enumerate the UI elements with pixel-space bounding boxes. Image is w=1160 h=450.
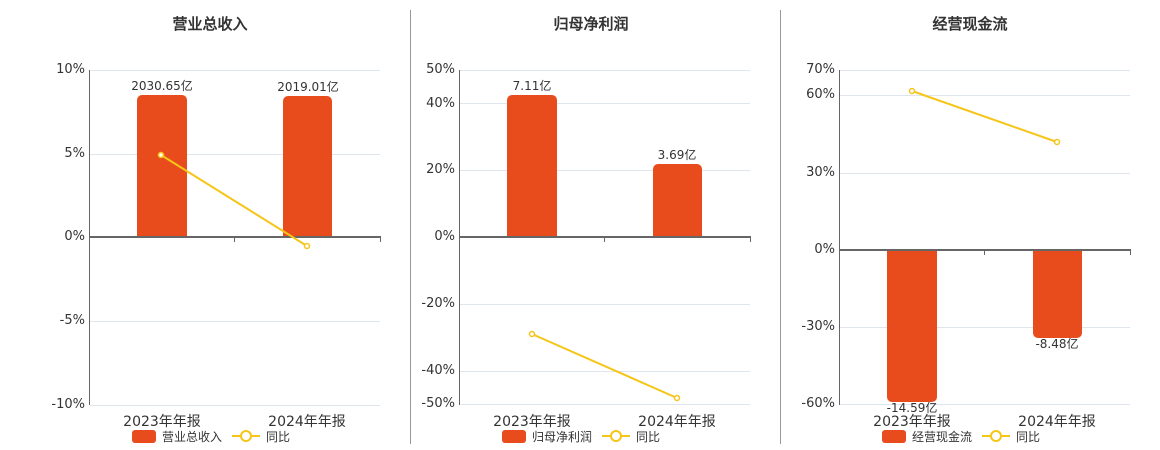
yoy-line-cash-flow: [908, 87, 1061, 146]
legend-line-label[interactable]: 同比: [636, 429, 661, 444]
legend-line-label[interactable]: 同比: [1016, 429, 1041, 444]
gridline: [840, 404, 1130, 405]
x-category-label: 2023年年报: [493, 414, 571, 430]
x-category-label: 2024年年报: [268, 414, 346, 430]
bar-value-label: -8.48亿: [1035, 337, 1079, 351]
bar-2023[interactable]: [507, 95, 557, 237]
yoy-point[interactable]: [1053, 138, 1061, 146]
y-tick-label: 60%: [806, 87, 835, 102]
yoy-point[interactable]: [303, 242, 311, 250]
legend-bar-label[interactable]: 归母净利润: [532, 429, 593, 444]
y-tick-label: -10%: [51, 397, 85, 412]
gridline: [840, 70, 1130, 71]
y-axis: [839, 70, 840, 405]
x-tick: [1130, 250, 1131, 255]
gridline: [460, 70, 750, 71]
x-tick: [234, 237, 235, 242]
y-tick-label: -20%: [421, 296, 455, 311]
yoy-point[interactable]: [157, 151, 165, 159]
y-tick-label: -5%: [59, 313, 85, 328]
bar-2024[interactable]: [653, 164, 702, 237]
chart-panel-operating-cash-flow: 经营现金流 70% 60% 30% 0% -30% -60% -14.59亿 -…: [781, 0, 1160, 450]
panel-divider: [780, 10, 781, 444]
legend-line-icon[interactable]: [232, 429, 261, 443]
chart-panel-net-profit: 归母净利润 50% 40% 20% 0% -20% -40% -50% 7.11…: [411, 0, 780, 450]
bar-value-label: 7.11亿: [512, 79, 552, 93]
bar-value-label: 3.69亿: [657, 148, 697, 162]
y-tick-label: -40%: [421, 363, 455, 378]
y-tick-label: 30%: [806, 165, 835, 180]
x-tick: [984, 250, 985, 255]
legend: 营业总收入 同比: [132, 428, 290, 444]
y-tick-label: 10%: [56, 62, 85, 77]
bar-2024[interactable]: [283, 96, 332, 237]
legend: 经营现金流 同比: [882, 428, 1040, 444]
legend: 归母净利润 同比: [502, 428, 660, 444]
yoy-point[interactable]: [908, 87, 916, 95]
y-tick-label: 40%: [426, 96, 455, 111]
gridline: [840, 173, 1130, 174]
x-category-label: 2023年年报: [123, 414, 201, 430]
chart-title: 归母净利润: [553, 15, 629, 33]
legend-line-label[interactable]: 同比: [266, 429, 291, 444]
x-tick: [380, 237, 381, 242]
y-tick-label: 20%: [426, 162, 455, 177]
x-category-label: 2024年年报: [638, 414, 716, 430]
gridline: [460, 404, 750, 405]
chart-title: 经营现金流: [932, 15, 1008, 33]
y-tick-label: -60%: [801, 396, 835, 411]
y-tick-label: -50%: [421, 396, 455, 411]
x-axis-zero-line: [459, 236, 751, 238]
gridline: [90, 70, 380, 71]
x-axis-zero-line: [839, 249, 1131, 251]
legend-bar-swatch[interactable]: [132, 429, 156, 443]
y-tick-label: -30%: [801, 319, 835, 334]
legend-line-icon[interactable]: [602, 429, 631, 443]
legend-bar-label[interactable]: 经营现金流: [912, 429, 973, 444]
gridline: [90, 321, 380, 322]
bar-value-label: -14.59亿: [886, 401, 938, 415]
x-category-label: 2023年年报: [873, 414, 951, 430]
legend-bar-label[interactable]: 营业总收入: [162, 429, 223, 444]
y-tick-label: 0%: [64, 229, 85, 244]
y-tick-label: 70%: [806, 62, 835, 77]
yoy-point[interactable]: [528, 330, 536, 338]
y-tick-label: 0%: [434, 229, 455, 244]
bar-value-label: 2019.01亿: [277, 80, 339, 94]
legend-bar-swatch[interactable]: [502, 429, 526, 443]
x-tick: [604, 237, 605, 242]
x-tick: [750, 237, 751, 242]
y-tick-label: 0%: [814, 242, 835, 257]
y-tick-label: 5%: [64, 146, 85, 161]
legend-line-icon[interactable]: [982, 429, 1011, 443]
gridline: [460, 304, 750, 305]
bar-value-label: 2030.65亿: [131, 79, 193, 93]
legend-bar-swatch[interactable]: [882, 429, 906, 443]
x-axis-zero-line: [89, 236, 381, 238]
yoy-line-revenue: [157, 151, 311, 250]
x-category-label: 2024年年报: [1018, 414, 1096, 430]
gridline: [90, 405, 380, 406]
gridline: [460, 371, 750, 372]
bar-2024[interactable]: [1033, 250, 1082, 338]
gridline: [460, 103, 750, 104]
panel-divider: [410, 10, 411, 444]
chart-title: 营业总收入: [172, 15, 248, 33]
yoy-point[interactable]: [673, 394, 681, 402]
gridline: [840, 327, 1130, 328]
gridline: [840, 95, 1130, 96]
bar-2023[interactable]: [887, 250, 937, 402]
gridline: [460, 170, 750, 171]
gridline: [90, 154, 380, 155]
yoy-line-net-profit: [528, 330, 681, 402]
y-tick-label: 50%: [426, 62, 455, 77]
